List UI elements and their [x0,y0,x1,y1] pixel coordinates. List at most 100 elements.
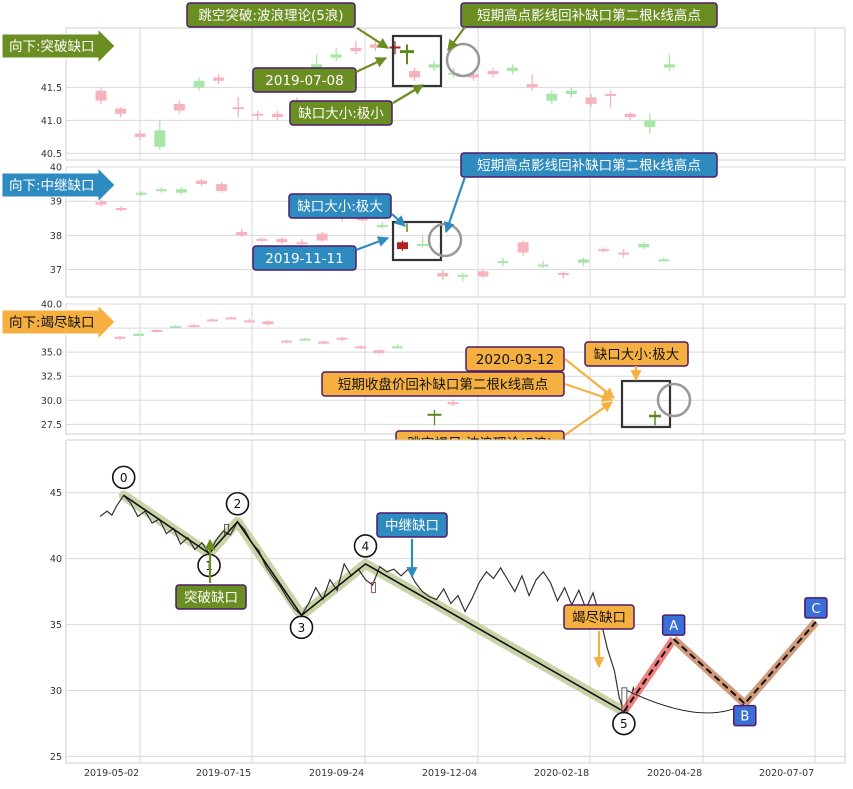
y-tick-label: 32.5 [41,372,62,383]
y-tick-label: 40.5 [41,149,62,160]
candle-body [373,350,385,354]
annotation-gap-fill-rule-text: 短期收盘价回补缺口第二根k线高点 [338,376,548,393]
panel-frame [65,27,846,161]
candle-body [618,252,630,255]
candle-body [477,271,489,277]
gap-fill-circle [445,42,481,78]
annotation-gap-size: 缺口大小:极小 [289,100,393,126]
candle-body [296,242,308,245]
candle-body [487,70,499,75]
abc-label: A [669,619,678,634]
candle-body [193,80,205,88]
y-tick-label: 39 [50,197,62,208]
wave-point-label: 2 [234,497,242,511]
candle-body [256,238,268,241]
callout-arrow [444,176,467,234]
gap-marker [371,581,377,593]
candle-body [115,208,127,211]
candle-body [236,232,248,236]
candle-body [350,47,362,52]
candle-body [232,107,244,110]
wave-point-marker [353,534,378,558]
candle-body [577,259,589,263]
annotation-gap-size: 缺口大小:极大 [288,193,392,219]
callout-arrow [564,382,614,403]
candle-body [428,64,440,68]
x-tick-label: 2019-07-15 [196,768,251,779]
callout-arrow [391,213,406,227]
annotation-gap-fill-rule-box [321,371,565,397]
y-tick-label: 25 [50,752,62,763]
candle-body [356,218,368,221]
title-arrow-shape [1,27,116,65]
abc-dashed-line [623,621,817,713]
candle-body [658,259,670,262]
callout-arrow [392,84,424,104]
wave-point-marker [111,465,136,490]
x-tick-label: 2019-12-04 [422,768,477,779]
candle-body [281,340,292,343]
price-line [99,494,637,713]
abc-marker [804,597,828,619]
wave-line [123,494,625,713]
callout-arrow [564,358,615,399]
panel-title-badge: 向下:中继缺口 [1,166,116,204]
annotation-gap-size: 缺口大小:极大 [584,341,689,367]
candle-body [467,74,479,78]
gap-highlight-box [620,379,672,429]
y-tick-label: 30 [50,686,62,697]
y-tick-label: 41.0 [41,116,62,127]
abc-marker [661,614,686,636]
wave-point-marker [225,491,250,516]
annotation-gap-size-text: 缺口大小:极大 [594,347,680,363]
y-tick-label: 40 [50,163,62,174]
candle-body [457,274,469,277]
y-tick-label: 37 [50,265,62,276]
wave-point-label: 3 [298,621,306,635]
candle-body [95,90,107,101]
annotation-gap-date-box [252,245,357,271]
annotation-gap-fill-rule: 短期高点影线回补缺口第二根k线高点 [460,152,718,178]
candle-body [565,90,577,94]
annotation-exhaustion-gap: 竭尽缺口 [563,604,635,630]
annotation-gap-fill-rule-box [460,152,718,178]
candle-body [497,261,509,264]
annotation-exhaustion-gap-text: 竭尽缺口 [572,610,626,626]
candle-body [644,120,656,127]
candle-body [316,233,328,241]
candle-body [447,402,459,405]
annotation-gap-date-text: 2019-07-08 [265,73,343,89]
candle-body [392,346,403,349]
annotation-gap-fill-rule-box [460,2,718,28]
title-arrow-shape [1,166,116,204]
wave-point-marker [612,711,636,736]
candle-body [276,238,288,243]
annotation-exhaustion-gap-box [563,604,635,630]
panel-3: 27.530.032.535.037.540.0 [41,300,846,435]
candle-body [154,130,166,147]
panel-title: 向下:竭尽缺口 [9,315,95,331]
candle-body [133,333,144,336]
candle-body [557,273,569,276]
annotation-gap-size-text: 缺口大小:极小 [298,106,384,122]
x-tick-label: 2020-07-07 [759,768,814,779]
annotation-breakout-gap-box [175,584,247,610]
annotation-gap-date: 2019-11-11 [252,245,357,271]
candle-body [355,346,366,349]
candle-body [638,243,650,248]
candle-body [369,44,381,48]
annotation-gap-date: 2020-03-12 [465,346,565,372]
panel-title: 向下:中继缺口 [9,178,95,194]
annotation-gap-date-text: 2020-03-12 [476,352,554,368]
annotation-breakout-gap-text: 突破缺口 [184,590,238,606]
candle-body [336,337,348,340]
candle-body [216,184,228,191]
x-tick-label: 2019-05-02 [84,768,139,779]
annotation-gap-fill-rule: 短期收盘价回补缺口第二根k线高点 [321,371,565,397]
candle-body [114,336,126,339]
abc-marker [733,704,757,727]
candle-body [213,77,225,81]
candle-body [173,103,185,111]
callout-arrow [356,27,389,49]
panel-1: 40.5 41.0 41.5 [41,27,846,161]
